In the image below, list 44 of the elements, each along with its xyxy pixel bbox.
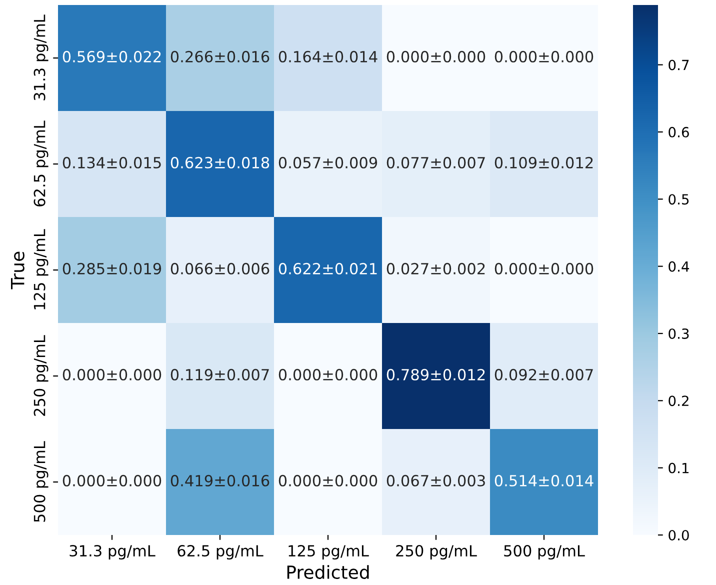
x-tick-label: 500 pg/mL — [504, 544, 585, 560]
data-label: 0.000±0.000 — [62, 368, 162, 380]
data-label: 0.092±0.007 — [494, 368, 593, 380]
data-label: 0.000±0.000 — [62, 474, 162, 486]
color-bar-label: 0.2 — [668, 396, 688, 406]
data-label: 0.000±0.000 — [278, 368, 378, 380]
data-label: 0.109±0.012 — [494, 156, 593, 168]
data-label: 0.119±0.007 — [170, 368, 269, 380]
data-label: 0.622±0.021 — [278, 262, 377, 274]
data-label: 0.000±0.000 — [494, 262, 594, 274]
x-tick-label: 31.3 pg/mL — [70, 544, 156, 560]
color-bar-label: 0.4 — [668, 261, 690, 272]
data-label: 0.000±0.000 — [386, 50, 486, 62]
data-label: 0.789±0.012 — [386, 368, 485, 380]
x-tick-label: 62.5 pg/mL — [178, 544, 264, 560]
y-tick-label: 250 pg/mL — [34, 335, 48, 416]
color-bar-label: 0.3 — [668, 328, 689, 339]
y-tick-label: 125 pg/mL — [34, 229, 48, 310]
y-axis-title: True — [11, 252, 24, 290]
color-bar-label: 0.5 — [668, 194, 689, 205]
y-tick-label: 31.3 pg/mL — [34, 14, 48, 100]
color-bar-label: 0.0 — [668, 530, 689, 540]
data-label: 0.623±0.018 — [170, 156, 270, 168]
x-tick-label: 125 pg/mL — [288, 544, 369, 560]
data-label: 0.164±0.014 — [278, 50, 378, 62]
color-bar-label: 0.7 — [668, 60, 689, 70]
data-label: 0.285±0.019 — [62, 262, 162, 274]
data-label: 0.134±0.015 — [62, 156, 161, 168]
x-tick-label: 250 pg/mL — [396, 544, 477, 560]
data-label: 0.419±0.016 — [170, 474, 270, 486]
data-label: 0.066±0.006 — [170, 262, 270, 274]
data-label: 0.569±0.022 — [62, 50, 161, 62]
data-label: 0.077±0.007 — [386, 156, 485, 168]
data-label: 0.067±0.003 — [386, 474, 485, 486]
data-label: 0.057±0.009 — [278, 156, 378, 168]
data-label: 0.027±0.002 — [386, 262, 485, 274]
color-bar-label: 0.1 — [668, 462, 689, 474]
y-tick-label: 62.5 pg/mL — [34, 120, 48, 206]
color-bar-label: 0.6 — [668, 126, 689, 138]
data-label: 0.266±0.016 — [170, 50, 270, 62]
data-label: 0.514±0.014 — [494, 474, 594, 486]
data-label: 0.000±0.000 — [278, 474, 378, 486]
data-label: 0.000±0.000 — [494, 50, 594, 62]
x-axis-title: Predicted — [287, 565, 369, 580]
